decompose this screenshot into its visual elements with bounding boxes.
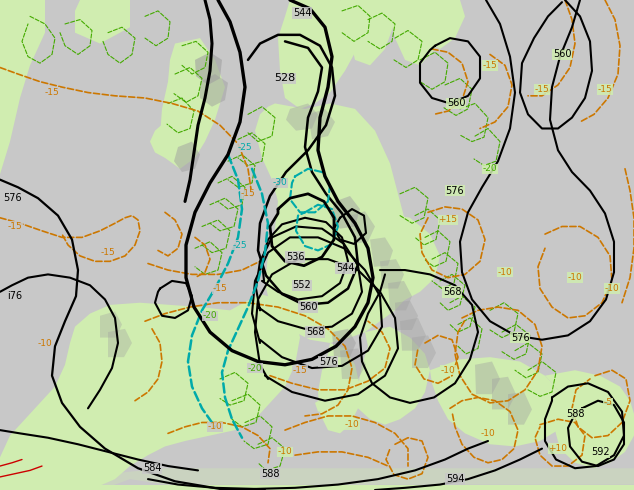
Text: -15: -15 — [44, 88, 60, 97]
Text: -15: -15 — [241, 189, 256, 198]
Text: 560: 560 — [553, 49, 571, 59]
Polygon shape — [332, 329, 356, 357]
Text: 560: 560 — [447, 98, 465, 108]
Polygon shape — [350, 211, 375, 244]
Text: -30: -30 — [273, 178, 287, 188]
Text: 576: 576 — [319, 357, 337, 367]
Text: -25: -25 — [233, 241, 247, 249]
Polygon shape — [195, 52, 222, 85]
Polygon shape — [358, 327, 430, 425]
Polygon shape — [400, 318, 426, 351]
Text: 584: 584 — [143, 463, 161, 473]
Text: -10: -10 — [278, 447, 292, 456]
Text: 544: 544 — [336, 263, 354, 273]
Polygon shape — [318, 343, 360, 433]
Polygon shape — [340, 348, 366, 379]
Polygon shape — [395, 300, 418, 330]
Text: -10: -10 — [481, 429, 495, 438]
Polygon shape — [0, 468, 634, 490]
Polygon shape — [100, 312, 122, 338]
Text: 576: 576 — [511, 333, 529, 343]
Text: 528: 528 — [275, 74, 295, 83]
Polygon shape — [475, 362, 500, 394]
Text: 588: 588 — [261, 468, 279, 479]
Text: -10: -10 — [605, 284, 619, 293]
Polygon shape — [0, 0, 45, 174]
Polygon shape — [75, 0, 130, 44]
Text: -15: -15 — [598, 85, 612, 94]
Text: 568: 568 — [306, 327, 324, 337]
Text: 560: 560 — [299, 302, 317, 312]
Text: -10: -10 — [345, 420, 359, 429]
Text: 536: 536 — [286, 252, 304, 262]
Text: -20: -20 — [248, 364, 262, 372]
Polygon shape — [0, 485, 634, 490]
Polygon shape — [200, 74, 228, 107]
Text: i76: i76 — [8, 291, 23, 301]
Polygon shape — [390, 0, 440, 65]
Text: -10: -10 — [567, 273, 583, 282]
Polygon shape — [315, 398, 328, 412]
Polygon shape — [255, 103, 415, 343]
Polygon shape — [388, 281, 412, 310]
Polygon shape — [108, 329, 132, 357]
Polygon shape — [380, 259, 404, 289]
Polygon shape — [82, 374, 94, 388]
Polygon shape — [430, 357, 565, 446]
Polygon shape — [340, 412, 356, 427]
Text: -20: -20 — [203, 311, 217, 320]
Text: 552: 552 — [293, 280, 311, 290]
Text: -10: -10 — [498, 268, 512, 277]
Text: 576: 576 — [3, 193, 22, 203]
Polygon shape — [425, 0, 465, 49]
Text: +10: +10 — [548, 444, 567, 453]
Polygon shape — [174, 142, 200, 172]
Text: -15: -15 — [293, 366, 307, 375]
Text: -5: -5 — [604, 398, 612, 407]
Text: 592: 592 — [591, 447, 609, 457]
Text: -15: -15 — [212, 284, 228, 293]
Polygon shape — [335, 212, 440, 307]
Text: 576: 576 — [446, 186, 464, 196]
Text: -20: -20 — [482, 164, 497, 173]
Polygon shape — [160, 38, 225, 169]
Text: -15: -15 — [534, 85, 550, 94]
Text: 544: 544 — [293, 8, 311, 18]
Polygon shape — [412, 335, 436, 368]
Text: 588: 588 — [566, 409, 585, 419]
Polygon shape — [330, 196, 360, 229]
Polygon shape — [308, 109, 335, 139]
Polygon shape — [150, 122, 172, 158]
Polygon shape — [0, 294, 300, 490]
Polygon shape — [492, 377, 516, 410]
Text: -10: -10 — [37, 339, 53, 347]
Text: -15: -15 — [101, 248, 115, 257]
Text: -25: -25 — [238, 143, 252, 151]
Polygon shape — [545, 370, 634, 468]
Polygon shape — [286, 103, 318, 131]
Polygon shape — [508, 392, 532, 425]
Polygon shape — [278, 0, 360, 109]
Polygon shape — [95, 389, 107, 401]
Text: -15: -15 — [8, 222, 22, 231]
Text: 568: 568 — [443, 287, 462, 297]
Polygon shape — [340, 0, 395, 65]
Polygon shape — [370, 237, 393, 267]
Text: -15: -15 — [482, 61, 498, 70]
Text: -10: -10 — [207, 422, 223, 431]
Text: +15: +15 — [439, 216, 458, 224]
Text: 594: 594 — [446, 474, 464, 484]
Text: -10: -10 — [441, 366, 455, 375]
